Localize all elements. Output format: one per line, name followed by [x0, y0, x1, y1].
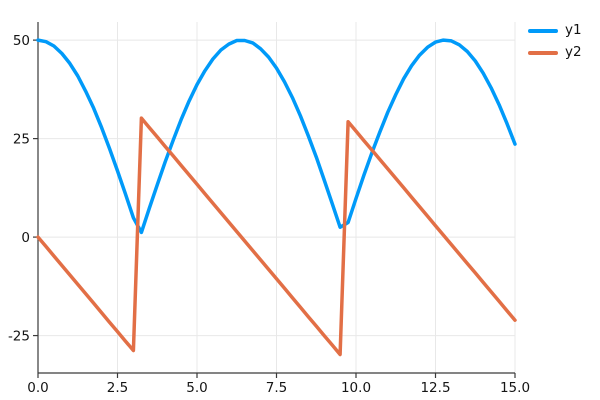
x-tick-label: 10.0	[341, 380, 371, 396]
legend-item-y1: y1	[528, 22, 582, 40]
x-tick-label: 15.0	[500, 380, 530, 396]
x-tick-label: 5.0	[186, 380, 207, 396]
y-tick-label: 0	[21, 230, 30, 246]
series-line-y2	[36, 116, 517, 357]
y-tick-label: 50	[13, 33, 30, 49]
legend-item-y2: y2	[528, 44, 582, 62]
legend-line-sample-y2	[528, 51, 558, 55]
legend-line-sample-y1	[528, 29, 558, 33]
x-tick-label: 7.5	[266, 380, 287, 396]
y-tick-label: 25	[13, 131, 30, 147]
x-tick-label: 0.0	[27, 380, 48, 396]
legend-label-y2: y2	[565, 44, 582, 61]
legend: y1 y2	[528, 22, 582, 62]
y-tick-label: -25	[8, 328, 30, 344]
x-tick-label: 2.5	[107, 380, 128, 396]
legend-label-y1: y1	[565, 22, 582, 39]
series-line-y1	[36, 38, 517, 235]
x-tick-label: 12.5	[420, 380, 450, 396]
